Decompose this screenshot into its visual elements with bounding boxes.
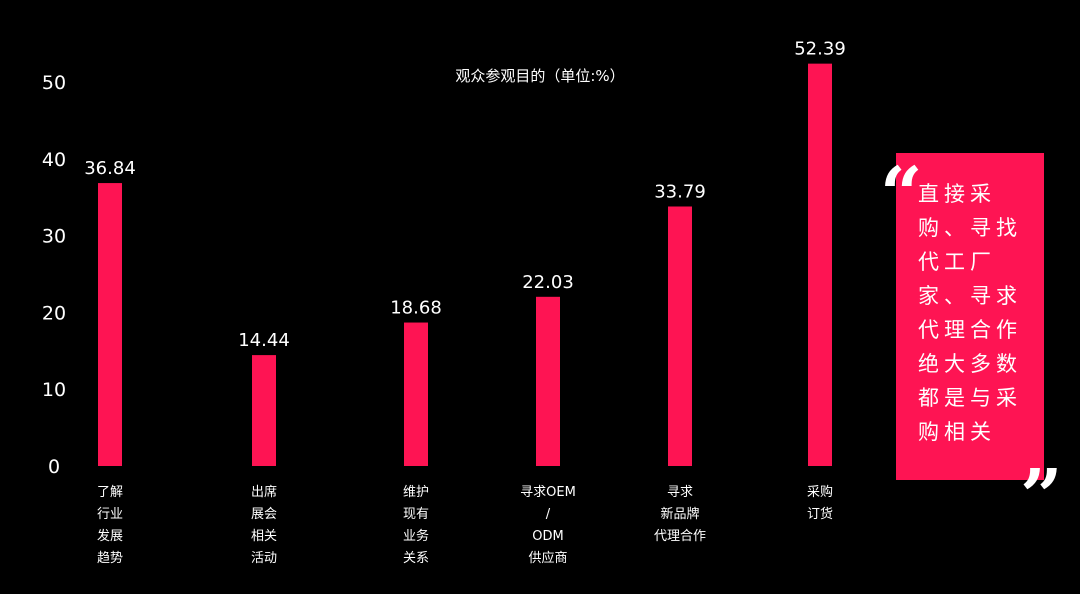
callout-box: 直接采购、寻找代工厂家、寻求代理合作绝大多数都是与采购相关 [896, 153, 1044, 480]
x-category-label: 寻求OEM / ODM 供应商 [520, 485, 576, 566]
bar-value-label: 14.44 [238, 330, 290, 351]
open-quote-mark: “ [880, 152, 923, 238]
bar-value-label: 33.79 [654, 181, 706, 202]
y-tick-label: 10 [42, 379, 66, 401]
bar [536, 296, 560, 466]
bar [252, 355, 276, 466]
x-category-label: 出席 展会 相关 活动 [250, 485, 277, 566]
y-tick-label: 20 [42, 302, 66, 324]
callout-text: 直接采购、寻找代工厂家、寻求代理合作绝大多数都是与采购相关 [918, 182, 1022, 444]
x-category-label: 寻求 新品牌 代理合作 [653, 485, 706, 544]
bar [668, 206, 692, 466]
bar [98, 183, 122, 467]
close-quote-mark: ” [1020, 454, 1063, 540]
x-category-label: 采购 订货 [806, 485, 833, 522]
bar [404, 322, 428, 466]
x-category-label: 了解 行业 发展 趋势 [96, 485, 123, 566]
bar-value-label: 52.39 [794, 39, 846, 60]
chart-title: 观众参观目的（单位:%） [455, 67, 625, 85]
y-tick-label: 30 [42, 226, 66, 248]
x-category-label: 维护 现有 业务 关系 [402, 485, 429, 566]
bar-value-label: 22.03 [522, 272, 574, 293]
bar [808, 63, 832, 466]
y-tick-label: 50 [42, 72, 66, 94]
bar-value-label: 36.84 [84, 158, 136, 179]
y-tick-label: 40 [42, 149, 66, 171]
y-tick-label: 0 [48, 456, 60, 478]
bar-value-label: 18.68 [390, 298, 442, 319]
